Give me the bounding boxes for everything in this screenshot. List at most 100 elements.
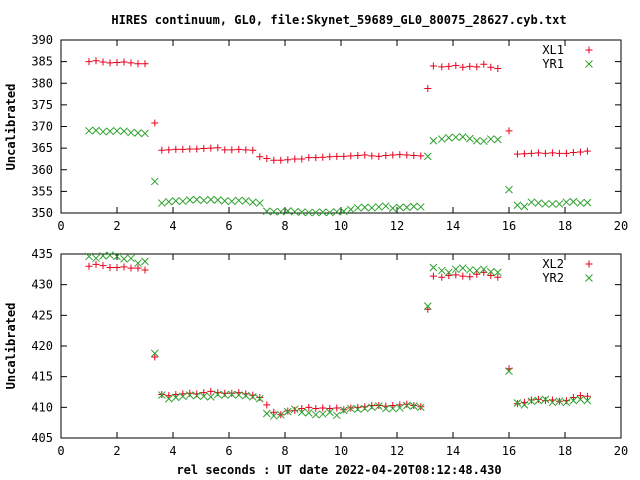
data-point [326, 153, 334, 161]
x-tick-label: 0 [57, 219, 64, 233]
data-point [200, 389, 208, 397]
data-point [520, 150, 528, 158]
data-point [305, 403, 313, 411]
data-point [127, 59, 135, 67]
data-point [151, 353, 159, 361]
data-point [85, 58, 93, 66]
data-point [92, 57, 100, 65]
data-point [347, 152, 355, 160]
data-point [305, 154, 313, 162]
y-tick-label: 435 [31, 247, 53, 261]
data-point [262, 207, 271, 216]
data-point [494, 273, 502, 281]
x-tick-label: 4 [169, 219, 176, 233]
x-tick-label: 8 [281, 444, 288, 458]
plot-frame [60, 253, 622, 439]
data-point [311, 208, 320, 217]
data-point [319, 153, 327, 161]
data-point [429, 136, 438, 145]
data-point [569, 197, 578, 206]
data-point [361, 151, 369, 159]
data-point [505, 185, 513, 194]
y-tick-label: 360 [31, 163, 53, 177]
data-point [346, 404, 355, 413]
data-point [150, 349, 159, 358]
data-point [534, 199, 543, 207]
y-tick-label: 430 [31, 278, 53, 292]
x-tick-label: 16 [502, 444, 516, 458]
data-point [416, 203, 425, 211]
data-point [403, 400, 411, 408]
data-point [452, 271, 460, 279]
data-point [346, 205, 355, 214]
data-point [297, 408, 306, 417]
data-point [141, 257, 149, 266]
data-point [576, 148, 584, 156]
data-point [534, 395, 542, 403]
y-tick-label: 365 [31, 141, 53, 155]
data-point [382, 151, 390, 159]
data-point [409, 202, 418, 211]
data-point [120, 263, 128, 271]
data-point [227, 197, 236, 206]
data-point [120, 255, 128, 263]
data-point [458, 133, 467, 141]
data-point [388, 404, 397, 413]
data-point [213, 390, 222, 399]
data-point [113, 263, 121, 271]
data-point [429, 272, 437, 280]
y-tick-label: 385 [31, 55, 53, 69]
data-point [445, 62, 453, 70]
data-point [172, 145, 180, 153]
data-point [437, 135, 446, 143]
data-point [256, 394, 264, 402]
y-tick-label: 350 [31, 206, 53, 220]
x-tick-label: 4 [169, 444, 176, 458]
data-point [548, 398, 557, 407]
data-point [186, 145, 194, 153]
data-point [555, 149, 563, 157]
data-point [157, 391, 166, 399]
data-point [234, 196, 243, 205]
data-point [576, 392, 584, 400]
data-point [374, 402, 383, 410]
data-point [297, 208, 306, 216]
data-point [92, 260, 100, 268]
data-point [234, 391, 243, 399]
data-point [269, 412, 278, 420]
data-point [113, 126, 121, 135]
data-point [171, 197, 180, 205]
data-point [403, 151, 411, 159]
y-tick-label: 390 [31, 33, 53, 47]
x-tick-label: 14 [446, 219, 460, 233]
data-point [151, 119, 159, 127]
data-point [368, 152, 376, 160]
data-point [583, 392, 591, 400]
data-point [534, 396, 543, 405]
y-tick-label: 420 [31, 339, 53, 353]
data-point [466, 273, 474, 281]
chart-panel-2: 0 2 4 6 8 10 12 14 16 18 20 405 410 415 420 425 430 435 Un… [4, 247, 628, 458]
data-point [520, 202, 529, 211]
x-tick-label: 20 [614, 444, 628, 458]
data-point [381, 202, 390, 210]
data-point [120, 58, 128, 66]
x-tick-label: 10 [334, 444, 348, 458]
data-point [493, 268, 502, 277]
data-point [141, 129, 149, 138]
data-point [548, 149, 556, 157]
y-tick-label: 375 [31, 98, 53, 112]
data-point [459, 272, 467, 280]
data-point [325, 408, 334, 417]
data-point [242, 146, 250, 154]
data-point [318, 410, 327, 418]
x-tick-label: 6 [225, 219, 232, 233]
data-point [241, 197, 250, 205]
data-point [541, 149, 549, 157]
data-point [429, 62, 437, 70]
data-point [360, 203, 369, 212]
data-point [451, 265, 460, 274]
data-point [494, 65, 502, 73]
data-point [423, 302, 432, 310]
y-tick-label: 355 [31, 184, 53, 198]
